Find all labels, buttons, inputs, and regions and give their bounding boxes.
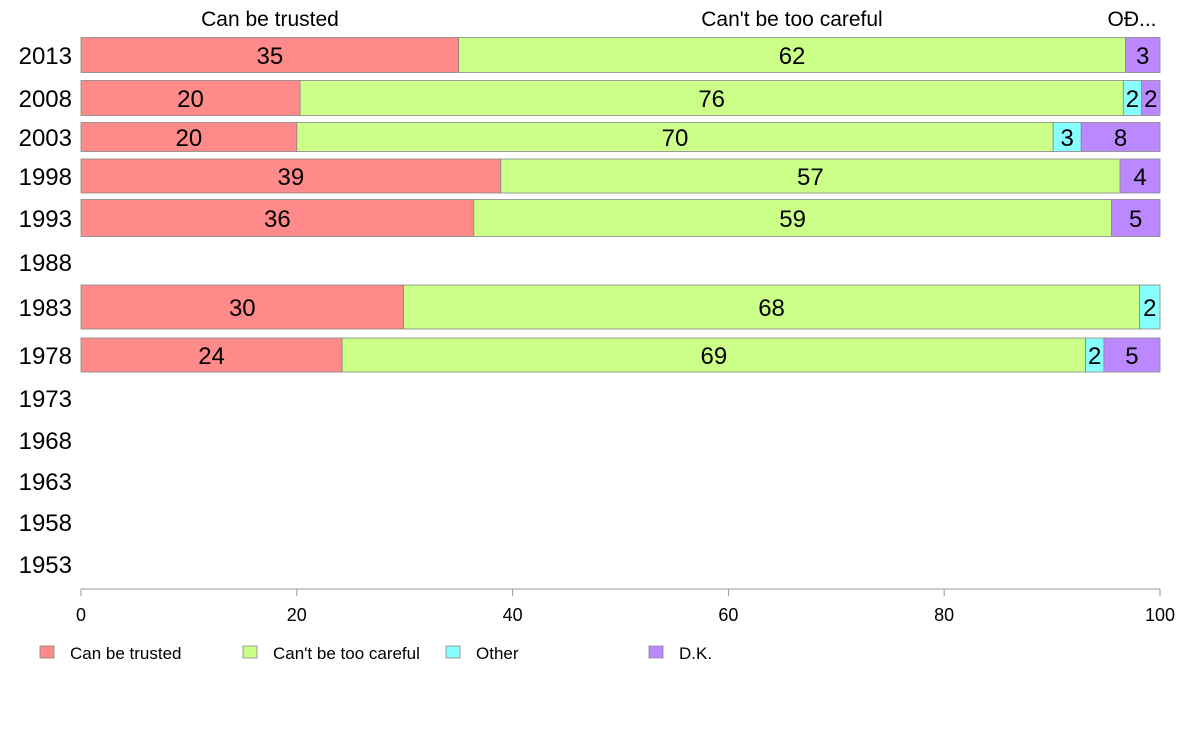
bar-value-label: 2 <box>1144 86 1157 113</box>
bar-value-label: 3 <box>1136 43 1149 70</box>
bar-segment <box>1139 284 1161 330</box>
legend: Can be trusted Can't be too careful Other D… <box>39 644 712 663</box>
bar-segment <box>80 80 301 116</box>
bar-value-label: 59 <box>779 206 806 233</box>
bar-value-label: 76 <box>698 86 725 113</box>
bar-value-label: 62 <box>779 43 806 70</box>
top-label-cant-be-too-careful: Can't be too careful <box>701 8 882 31</box>
bar-value-label: 57 <box>797 164 824 191</box>
bar-value-label: 20 <box>177 86 204 113</box>
y-tick-label: 1988 <box>19 250 72 277</box>
y-tick-label: 1973 <box>19 386 72 413</box>
legend-label: Can be trusted <box>70 644 182 663</box>
bar-segment <box>80 199 475 237</box>
bar-value-label: 35 <box>256 43 283 70</box>
bar-value-label: 2 <box>1143 295 1156 322</box>
legend-swatch <box>648 645 664 659</box>
bar-value-label: 20 <box>176 125 203 152</box>
bar-labels: 35 62 320 76 2 220 70 3 839 57 436 59 530 68 224 69 2 5 <box>176 43 1158 370</box>
bar-value-label: 2 <box>1126 86 1139 113</box>
y-tick-label: 1993 <box>19 206 72 233</box>
bar-value-label: 68 <box>758 295 785 322</box>
bar-segment <box>341 337 1086 373</box>
x-tick-label: 40 <box>503 605 523 625</box>
legend-swatch <box>39 645 55 659</box>
bar-segment <box>1103 337 1161 373</box>
bar-segment <box>299 80 1124 116</box>
top-label-other-dk: OĐ... <box>1107 8 1156 31</box>
bar-value-label: 70 <box>662 125 689 152</box>
bar-segment <box>80 122 298 152</box>
bar-value-label: 39 <box>278 164 305 191</box>
bar-segment <box>80 337 343 373</box>
bar-segment <box>1052 122 1082 152</box>
bar-segment <box>296 122 1054 152</box>
y-tick-label: 2008 <box>19 86 72 113</box>
bar-value-label: 30 <box>229 295 256 322</box>
y-tick-label: 2003 <box>19 125 72 152</box>
bar-value-label: 4 <box>1133 164 1146 191</box>
bar-segment <box>1080 122 1161 152</box>
y-tick-label: 1963 <box>19 469 72 496</box>
bar-segment <box>403 284 1140 330</box>
y-tick-label: 2013 <box>19 43 72 70</box>
bar-segment <box>1141 80 1161 116</box>
bar-segment <box>80 158 502 194</box>
y-tick-label: 1968 <box>19 428 72 455</box>
legend-label: D.K. <box>679 644 712 663</box>
legend-label: Can't be too careful <box>273 644 420 663</box>
bars <box>80 37 1161 373</box>
bar-segment <box>500 158 1121 194</box>
y-tick-label: 1978 <box>19 343 72 370</box>
bar-value-label: 8 <box>1114 125 1127 152</box>
bar-value-label: 2 <box>1088 343 1101 370</box>
legend-label: Other <box>476 644 519 663</box>
x-tick-label: 60 <box>718 605 738 625</box>
bar-value-label: 24 <box>198 343 225 370</box>
y-tick-label: 1983 <box>19 295 72 322</box>
x-axis: 0 20 40 60 80 100 <box>76 588 1175 625</box>
y-axis: 2013 2008 2003 1998 1993 1988 1983 1978 1973 1968… <box>19 43 72 579</box>
bar-value-label: 69 <box>700 343 727 370</box>
bar-segment <box>1125 37 1161 73</box>
legend-swatch <box>445 645 461 659</box>
bar-value-label: 5 <box>1125 343 1138 370</box>
bar-value-label: 3 <box>1061 125 1074 152</box>
legend-swatch <box>242 645 258 659</box>
bar-value-label: 36 <box>264 206 291 233</box>
top-labels: Can be trusted Can't be too careful OĐ..… <box>201 8 1156 31</box>
bar-segment <box>80 37 460 73</box>
y-tick-label: 1998 <box>19 164 72 191</box>
x-tick-label: 0 <box>76 605 86 625</box>
bar-segment <box>458 37 1126 73</box>
x-tick-label: 20 <box>287 605 307 625</box>
bar-segment <box>473 199 1112 237</box>
bar-value-label: 5 <box>1129 206 1142 233</box>
bar-segment <box>1111 199 1161 237</box>
x-tick-label: 80 <box>934 605 954 625</box>
x-tick-label: 100 <box>1145 605 1175 625</box>
y-tick-label: 1958 <box>19 510 72 537</box>
y-tick-label: 1953 <box>19 552 72 579</box>
top-label-can-be-trusted: Can be trusted <box>201 8 339 31</box>
bar-segment <box>1119 158 1161 194</box>
